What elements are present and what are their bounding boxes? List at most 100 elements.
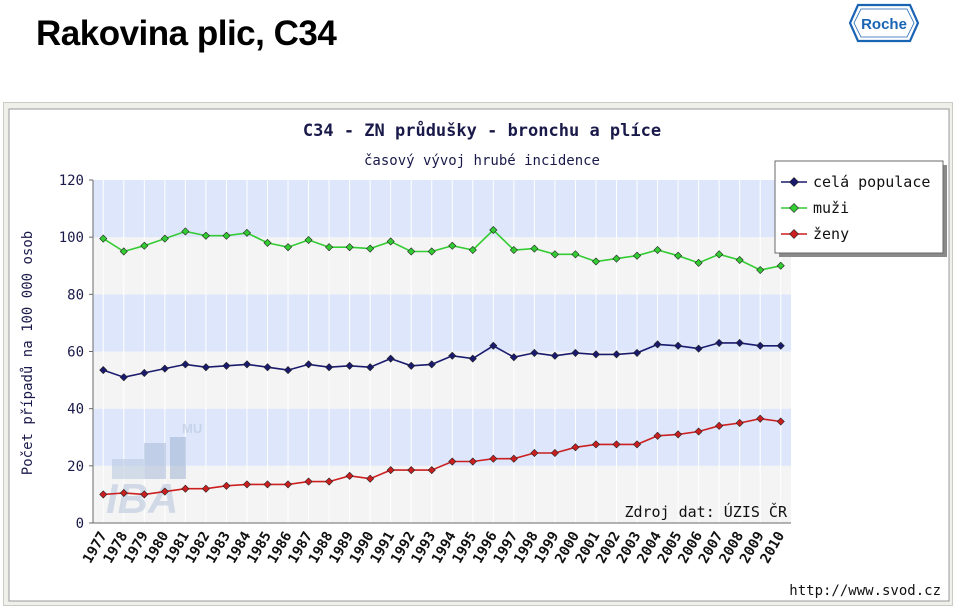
data-point bbox=[345, 361, 354, 370]
legend-label: ženy bbox=[813, 225, 849, 243]
data-point bbox=[284, 243, 293, 252]
data-point bbox=[489, 341, 498, 350]
data-point bbox=[140, 241, 149, 250]
plot-band bbox=[93, 351, 791, 409]
data-point bbox=[304, 477, 313, 486]
y-tick-label: 40 bbox=[67, 402, 84, 418]
data-point bbox=[448, 351, 457, 360]
plot-band bbox=[93, 237, 791, 295]
data-point bbox=[653, 431, 662, 440]
data-point bbox=[140, 368, 149, 377]
data-point bbox=[591, 257, 600, 266]
data-point bbox=[181, 227, 190, 236]
data-point bbox=[345, 243, 354, 252]
data-point bbox=[468, 354, 477, 363]
data-point bbox=[160, 487, 169, 496]
data-point bbox=[591, 350, 600, 359]
data-point bbox=[242, 480, 251, 489]
data-point bbox=[325, 477, 334, 486]
data-point bbox=[160, 364, 169, 373]
data-point bbox=[674, 430, 683, 439]
data-point bbox=[386, 354, 395, 363]
data-point bbox=[612, 440, 621, 449]
data-point bbox=[407, 247, 416, 256]
data-point bbox=[427, 360, 436, 369]
data-point bbox=[366, 363, 375, 372]
series-line-0 bbox=[103, 342, 781, 379]
data-point bbox=[530, 244, 539, 253]
data-point bbox=[489, 225, 498, 235]
plot-band bbox=[93, 294, 791, 352]
data-point bbox=[448, 241, 457, 250]
data-point bbox=[633, 440, 642, 449]
y-tick-label: 100 bbox=[59, 230, 84, 246]
data-point bbox=[530, 448, 539, 457]
data-point bbox=[325, 243, 334, 252]
data-point bbox=[468, 457, 477, 466]
iba-watermark: IBA MU bbox=[106, 421, 202, 522]
watermark-text: IBA bbox=[106, 475, 178, 522]
y-tick-label: 0 bbox=[76, 516, 84, 532]
chart-title: C34 - ZN průdušky - bronchu a plíce bbox=[303, 119, 661, 141]
data-point bbox=[99, 234, 108, 243]
data-point bbox=[160, 234, 169, 243]
data-point bbox=[427, 247, 436, 256]
data-point bbox=[366, 474, 375, 483]
data-point bbox=[222, 481, 231, 490]
data-point bbox=[99, 366, 108, 375]
data-point bbox=[756, 414, 765, 423]
data-point bbox=[222, 361, 231, 370]
data-point bbox=[263, 238, 272, 247]
data-point bbox=[222, 231, 231, 240]
data-point bbox=[735, 256, 744, 265]
data-point bbox=[571, 443, 580, 452]
roche-logo-text: Roche bbox=[861, 16, 907, 33]
y-tick-labels: 0 20 40 60 80 100 120 bbox=[59, 173, 93, 532]
data-point bbox=[509, 353, 518, 362]
data-point bbox=[715, 250, 724, 259]
data-point bbox=[509, 454, 518, 463]
data-point bbox=[633, 348, 642, 357]
data-point bbox=[776, 261, 785, 270]
data-point bbox=[694, 258, 703, 267]
data-point bbox=[304, 360, 313, 369]
data-point bbox=[407, 361, 416, 370]
data-point bbox=[407, 466, 416, 475]
data-point bbox=[181, 360, 190, 369]
data-point bbox=[99, 490, 108, 499]
data-point bbox=[201, 231, 210, 240]
data-point bbox=[612, 254, 621, 263]
data-point bbox=[119, 488, 128, 498]
data-point bbox=[119, 247, 128, 256]
plot-bands bbox=[93, 180, 791, 523]
x-tick-labels: 1977197819791980198119821983198419851986… bbox=[80, 529, 788, 566]
data-point bbox=[715, 421, 724, 430]
data-point bbox=[263, 363, 272, 372]
series-line-2 bbox=[103, 417, 781, 496]
data-point bbox=[140, 490, 149, 499]
chart-panel: IBA MU 0 20 40 60 80 100 120 1977 1978 1979 1980 1… bbox=[3, 102, 953, 606]
data-point bbox=[468, 246, 477, 255]
data-point bbox=[304, 236, 313, 245]
data-point bbox=[386, 237, 395, 246]
legend-swatch-marker bbox=[789, 177, 799, 187]
data-point bbox=[735, 338, 744, 347]
y-tick-label: 120 bbox=[59, 173, 84, 189]
data-point bbox=[242, 228, 251, 237]
data-point bbox=[694, 427, 703, 436]
watermark-superscript: MU bbox=[182, 421, 202, 436]
plot-band bbox=[93, 180, 791, 238]
data-point bbox=[201, 484, 210, 493]
data-point bbox=[284, 366, 293, 375]
data-point bbox=[694, 344, 703, 353]
data-point bbox=[366, 244, 375, 253]
data-point bbox=[550, 250, 559, 259]
data-point bbox=[612, 350, 621, 359]
data-point bbox=[756, 266, 765, 275]
legend-label: muži bbox=[813, 199, 849, 217]
data-point bbox=[489, 454, 498, 463]
legend: celá populace muži ženy bbox=[774, 160, 947, 257]
legend-swatch-marker bbox=[789, 229, 799, 239]
data-point bbox=[776, 341, 785, 350]
legend-swatch-marker bbox=[789, 203, 799, 213]
